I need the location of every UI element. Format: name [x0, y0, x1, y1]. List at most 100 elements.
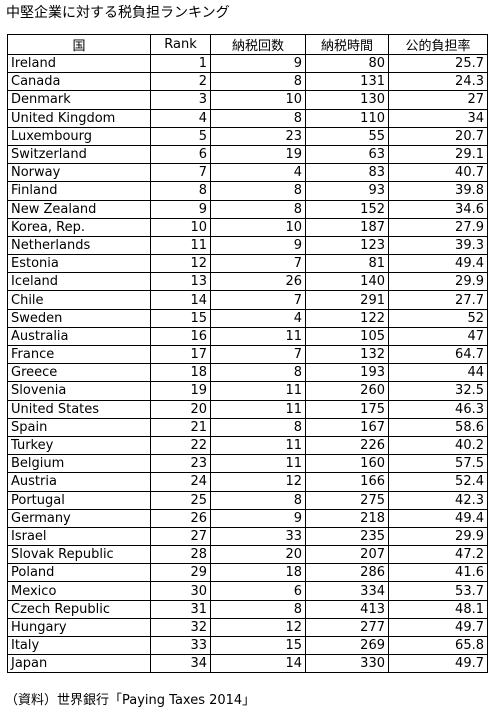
payments-cell: 8 [210, 199, 306, 219]
time-cell: 277 [305, 617, 389, 638]
table-row: Poland 29 18 286 41.6 [7, 563, 488, 583]
rank-cell: 23 [150, 454, 211, 474]
payments-cell: 33 [210, 526, 306, 547]
time-cell: 226 [305, 435, 389, 456]
tax-rate-cell: 44 [388, 363, 488, 383]
country-cell: Italy [7, 635, 151, 656]
payments-cell: 4 [210, 308, 306, 328]
rank-cell: 5 [150, 126, 211, 146]
tax-rate-cell: 39.8 [388, 181, 488, 201]
time-cell: 93 [305, 181, 389, 201]
tax-rate-cell: 34.6 [388, 199, 488, 219]
payments-cell: 10 [210, 90, 306, 110]
country-cell: Greece [7, 363, 151, 383]
source-note: （資料）世界銀行「Paying Taxes 2014」 [5, 693, 256, 708]
time-cell: 140 [305, 272, 389, 292]
payments-cell: 8 [210, 417, 306, 437]
page-title: 中堅企業に対する税負担ランキング [6, 5, 230, 21]
time-cell: 269 [305, 635, 389, 656]
time-cell: 130 [305, 90, 389, 110]
time-cell: 81 [305, 254, 389, 274]
header-payments: 納税回数 [210, 34, 306, 55]
table-row: Germany 26 9 218 49.4 [7, 508, 488, 528]
tax-rate-cell: 53.7 [388, 581, 488, 601]
payments-cell: 8 [210, 490, 306, 510]
country-cell: Hungary [7, 617, 151, 638]
table-row: Australia 16 11 105 47 [7, 326, 488, 347]
time-cell: 55 [305, 126, 389, 146]
tax-rate-cell: 49.7 [388, 617, 488, 638]
country-cell: Czech Republic [7, 599, 151, 619]
tax-rate-cell: 27.9 [388, 217, 488, 237]
time-cell: 80 [305, 53, 389, 74]
rank-cell: 18 [150, 363, 211, 383]
time-cell: 175 [305, 399, 389, 419]
country-cell: Spain [7, 417, 151, 437]
tax-rate-cell: 27.7 [388, 290, 488, 310]
country-cell: Poland [7, 563, 151, 583]
payments-cell: 10 [210, 217, 306, 237]
tax-rate-cell: 41.6 [388, 563, 488, 583]
time-cell: 286 [305, 563, 389, 583]
country-cell: Korea, Rep. [7, 217, 151, 237]
tax-rate-cell: 64.7 [388, 344, 488, 365]
country-cell: Slovenia [7, 381, 151, 401]
table-row: Hungary 32 12 277 49.7 [7, 617, 488, 638]
table-row: Greece 18 8 193 44 [7, 363, 488, 383]
country-cell: Luxembourg [7, 126, 151, 146]
country-cell: Slovak Republic [7, 545, 151, 565]
time-cell: 83 [305, 163, 389, 183]
tax-rate-cell: 39.3 [388, 235, 488, 256]
tax-rate-cell: 20.7 [388, 126, 488, 146]
tax-rate-cell: 65.8 [388, 635, 488, 656]
country-cell: Ireland [7, 53, 151, 74]
country-cell: Belgium [7, 454, 151, 474]
time-cell: 152 [305, 199, 389, 219]
payments-cell: 7 [210, 344, 306, 365]
tax-rate-cell: 47.2 [388, 545, 488, 565]
table-row: Czech Republic 31 8 413 48.1 [7, 599, 488, 619]
country-cell: Estonia [7, 254, 151, 274]
rank-cell: 1 [150, 53, 211, 74]
time-cell: 275 [305, 490, 389, 510]
payments-cell: 4 [210, 163, 306, 183]
time-cell: 110 [305, 108, 389, 128]
payments-cell: 15 [210, 635, 306, 656]
country-cell: Israel [7, 526, 151, 547]
payments-cell: 11 [210, 381, 306, 401]
country-cell: Australia [7, 326, 151, 347]
tax-rate-cell: 40.7 [388, 163, 488, 183]
country-cell: Chile [7, 290, 151, 310]
country-cell: Denmark [7, 90, 151, 110]
country-cell: Mexico [7, 581, 151, 601]
rank-cell: 28 [150, 545, 211, 565]
country-cell: United Kingdom [7, 108, 151, 128]
table-row: Italy 33 15 269 65.8 [7, 635, 488, 656]
payments-cell: 8 [210, 181, 306, 201]
country-cell: Finland [7, 181, 151, 201]
table-row: Austria 24 12 166 52.4 [7, 472, 488, 492]
time-cell: 105 [305, 326, 389, 347]
payments-cell: 8 [210, 363, 306, 383]
table-row: Portugal 25 8 275 42.3 [7, 490, 488, 510]
tax-rate-cell: 47 [388, 326, 488, 347]
table-row: Luxembourg 5 23 55 20.7 [7, 126, 488, 146]
table-row: Belgium 23 11 160 57.5 [7, 454, 488, 474]
rank-cell: 31 [150, 599, 211, 619]
rank-cell: 19 [150, 381, 211, 401]
payments-cell: 11 [210, 399, 306, 419]
tax-rate-cell: 40.2 [388, 435, 488, 456]
payments-cell: 8 [210, 108, 306, 128]
table-row: Israel 27 33 235 29.9 [7, 526, 488, 547]
country-cell: Iceland [7, 272, 151, 292]
table-row: Chile 14 7 291 27.7 [7, 290, 488, 310]
table-row: Japan 34 14 330 49.7 [7, 654, 488, 674]
rank-cell: 25 [150, 490, 211, 510]
payments-cell: 7 [210, 254, 306, 274]
rank-cell: 9 [150, 199, 211, 219]
rank-cell: 26 [150, 508, 211, 528]
rank-cell: 33 [150, 635, 211, 656]
tax-rate-cell: 42.3 [388, 490, 488, 510]
rank-cell: 24 [150, 472, 211, 492]
payments-cell: 12 [210, 617, 306, 638]
